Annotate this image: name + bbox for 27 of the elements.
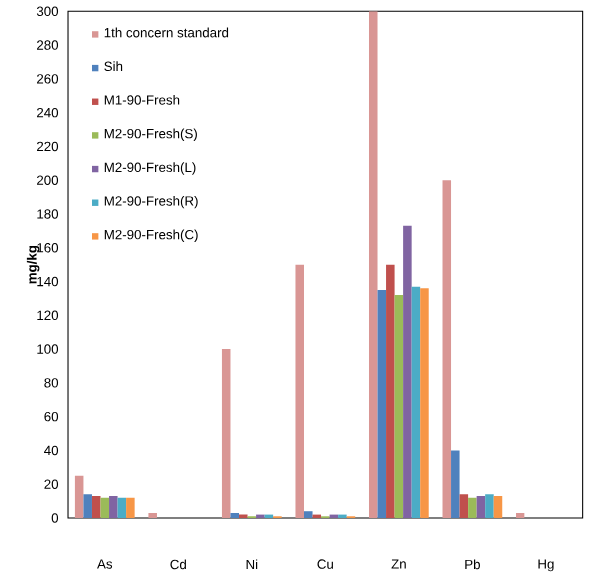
bar	[394, 295, 404, 518]
bar	[442, 180, 452, 518]
bar	[493, 496, 503, 518]
bar	[386, 264, 395, 518]
bar	[516, 512, 525, 518]
bar	[468, 497, 477, 518]
bar	[451, 450, 460, 518]
bar	[126, 497, 135, 518]
bar	[100, 497, 110, 518]
bar	[459, 494, 469, 518]
bar	[377, 289, 387, 518]
bar	[476, 496, 486, 518]
bar	[74, 475, 84, 518]
bar	[91, 496, 101, 518]
bar	[221, 349, 231, 518]
bar	[411, 286, 421, 518]
bar	[83, 494, 92, 518]
bar	[295, 264, 304, 518]
bar	[109, 496, 118, 518]
bar	[230, 512, 240, 518]
bar	[304, 511, 313, 518]
bar	[117, 497, 127, 518]
bar	[368, 11, 378, 518]
bar	[420, 288, 429, 518]
bar	[485, 494, 494, 518]
bar	[148, 512, 157, 518]
bar	[403, 225, 412, 518]
